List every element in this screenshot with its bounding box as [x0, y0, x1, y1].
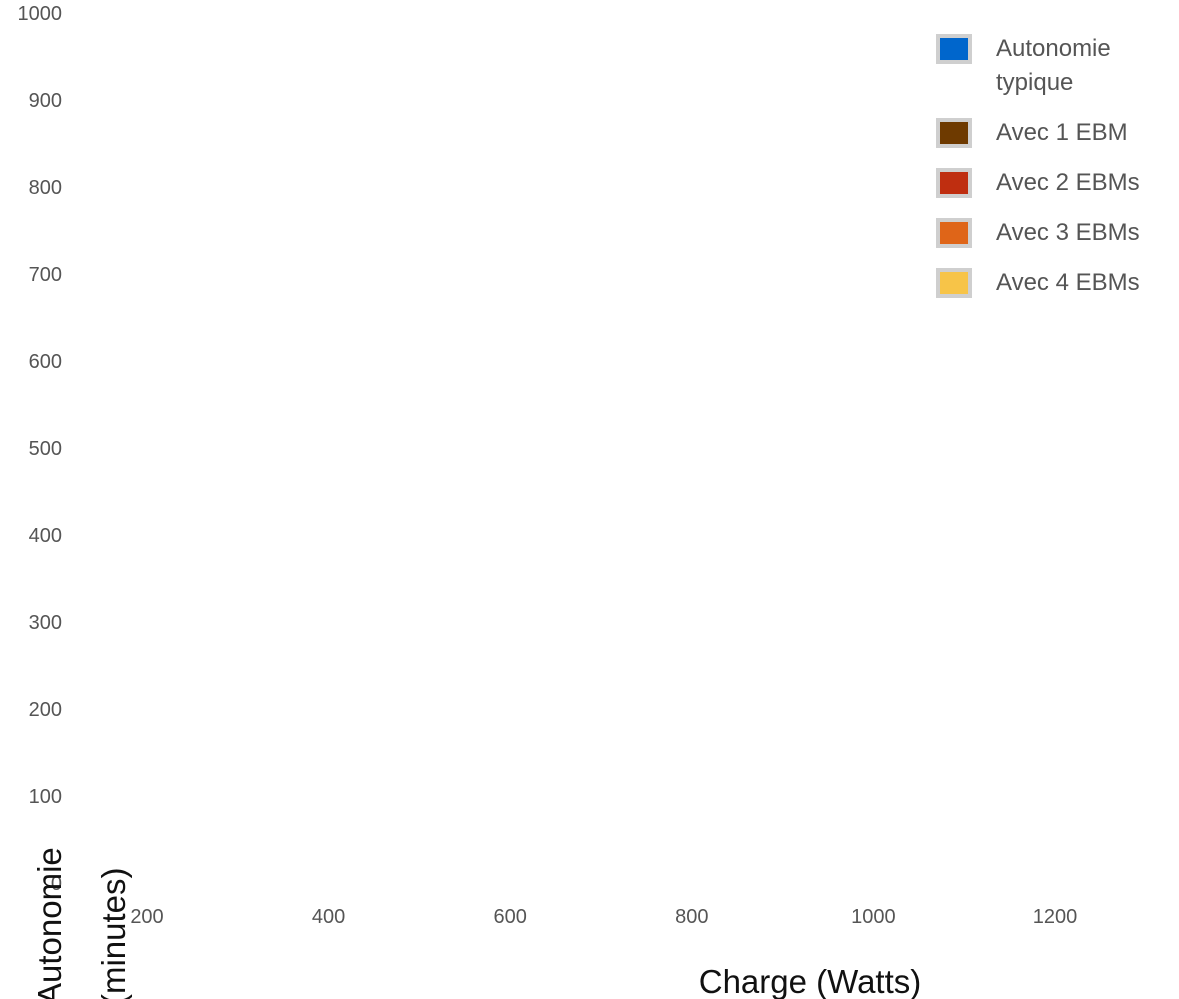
y-tick-label: 400	[29, 525, 62, 547]
legend-swatch	[936, 118, 972, 148]
y-axis-title-line-2: (minutes)	[95, 867, 132, 999]
y-tick-label: 0	[51, 873, 62, 895]
legend-item-autonomie-typique[interactable]: Autonomie typique	[936, 32, 1176, 100]
legend-swatch	[936, 218, 972, 248]
legend-item-avec-2-ebms[interactable]: Avec 2 EBMs	[936, 166, 1176, 200]
y-axis-ticks: 0 100 200 300 400 500 600 700 800 900 1000	[18, 3, 63, 895]
x-tick-label: 800	[675, 906, 708, 928]
y-tick-label: 200	[29, 699, 62, 721]
legend-swatch	[936, 34, 972, 64]
legend-swatch	[936, 268, 972, 298]
x-tick-label: 1000	[851, 906, 896, 928]
x-axis-ticks: 200 400 600 800 1000 1200	[130, 906, 1077, 928]
y-tick-label: 500	[29, 438, 62, 460]
x-tick-label: 1200	[1033, 906, 1078, 928]
x-tick-label: 400	[312, 906, 345, 928]
y-tick-label: 800	[29, 177, 62, 199]
y-tick-label: 300	[29, 612, 62, 634]
y-tick-label: 600	[29, 351, 62, 373]
y-axis-title-line-1: Autonomie	[31, 847, 68, 999]
x-tick-label: 600	[494, 906, 527, 928]
x-tick-label: 200	[130, 906, 163, 928]
y-tick-label: 900	[29, 90, 62, 112]
y-tick-label: 100	[29, 786, 62, 808]
legend-label: Avec 1 EBM	[996, 119, 1128, 146]
y-tick-label: 700	[29, 264, 62, 286]
legend-label: Autonomie typique	[996, 35, 1111, 96]
legend-label: Avec 4 EBMs	[996, 269, 1140, 296]
legend-item-avec-1-ebm[interactable]: Avec 1 EBM	[936, 116, 1176, 150]
legend-swatch	[936, 168, 972, 198]
x-axis-title: Charge (Watts)	[699, 963, 922, 999]
legend-label: Avec 3 EBMs	[996, 219, 1140, 246]
legend-item-avec-3-ebms[interactable]: Avec 3 EBMs	[936, 216, 1176, 250]
legend-label: Avec 2 EBMs	[996, 169, 1140, 196]
legend-item-avec-4-ebms[interactable]: Avec 4 EBMs	[936, 266, 1176, 300]
y-tick-label: 1000	[18, 3, 63, 25]
legend: Autonomie typique Avec 1 EBM Avec 2 EBMs…	[936, 32, 1176, 316]
